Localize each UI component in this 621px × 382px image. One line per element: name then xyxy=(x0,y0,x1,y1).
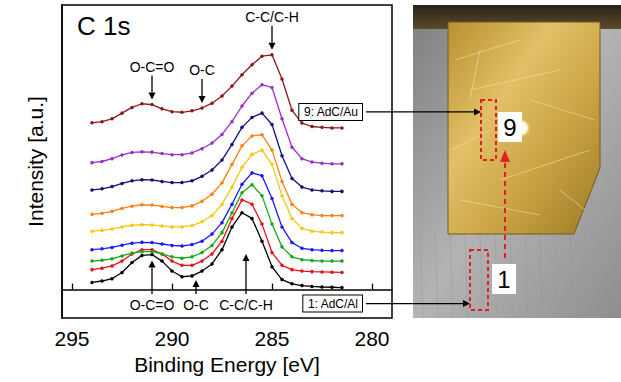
svg-text:280: 280 xyxy=(354,327,389,350)
svg-text:Binding Energy [eV]: Binding Energy [eV] xyxy=(134,353,320,376)
svg-text:295: 295 xyxy=(54,327,89,350)
svg-text:Intensity [a.u.]: Intensity [a.u.] xyxy=(24,96,47,227)
svg-text:290: 290 xyxy=(154,327,189,350)
svg-text:1: 1 xyxy=(497,266,510,293)
svg-text:O-C: O-C xyxy=(189,62,215,78)
svg-text:O-C: O-C xyxy=(183,297,209,313)
svg-text:1: AdC/Al: 1: AdC/Al xyxy=(308,297,358,311)
svg-text:C 1s: C 1s xyxy=(77,11,130,41)
svg-text:C-C/C-H: C-C/C-H xyxy=(219,297,273,313)
svg-text:O-C=O: O-C=O xyxy=(130,59,175,75)
svg-text:285: 285 xyxy=(254,327,289,350)
svg-text:O-C=O: O-C=O xyxy=(130,297,175,313)
svg-text:C-C/C-H: C-C/C-H xyxy=(245,9,299,25)
svg-text:9: AdC/Au: 9: AdC/Au xyxy=(304,105,358,119)
svg-text:9: 9 xyxy=(503,114,516,141)
